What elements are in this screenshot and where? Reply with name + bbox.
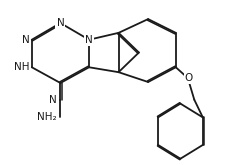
Text: N: N bbox=[22, 35, 29, 45]
Text: NH₂: NH₂ bbox=[37, 112, 57, 122]
Text: N: N bbox=[85, 35, 92, 45]
Text: N: N bbox=[56, 18, 64, 28]
Text: NH: NH bbox=[14, 62, 29, 72]
Text: O: O bbox=[184, 73, 192, 83]
Text: N: N bbox=[49, 95, 57, 105]
